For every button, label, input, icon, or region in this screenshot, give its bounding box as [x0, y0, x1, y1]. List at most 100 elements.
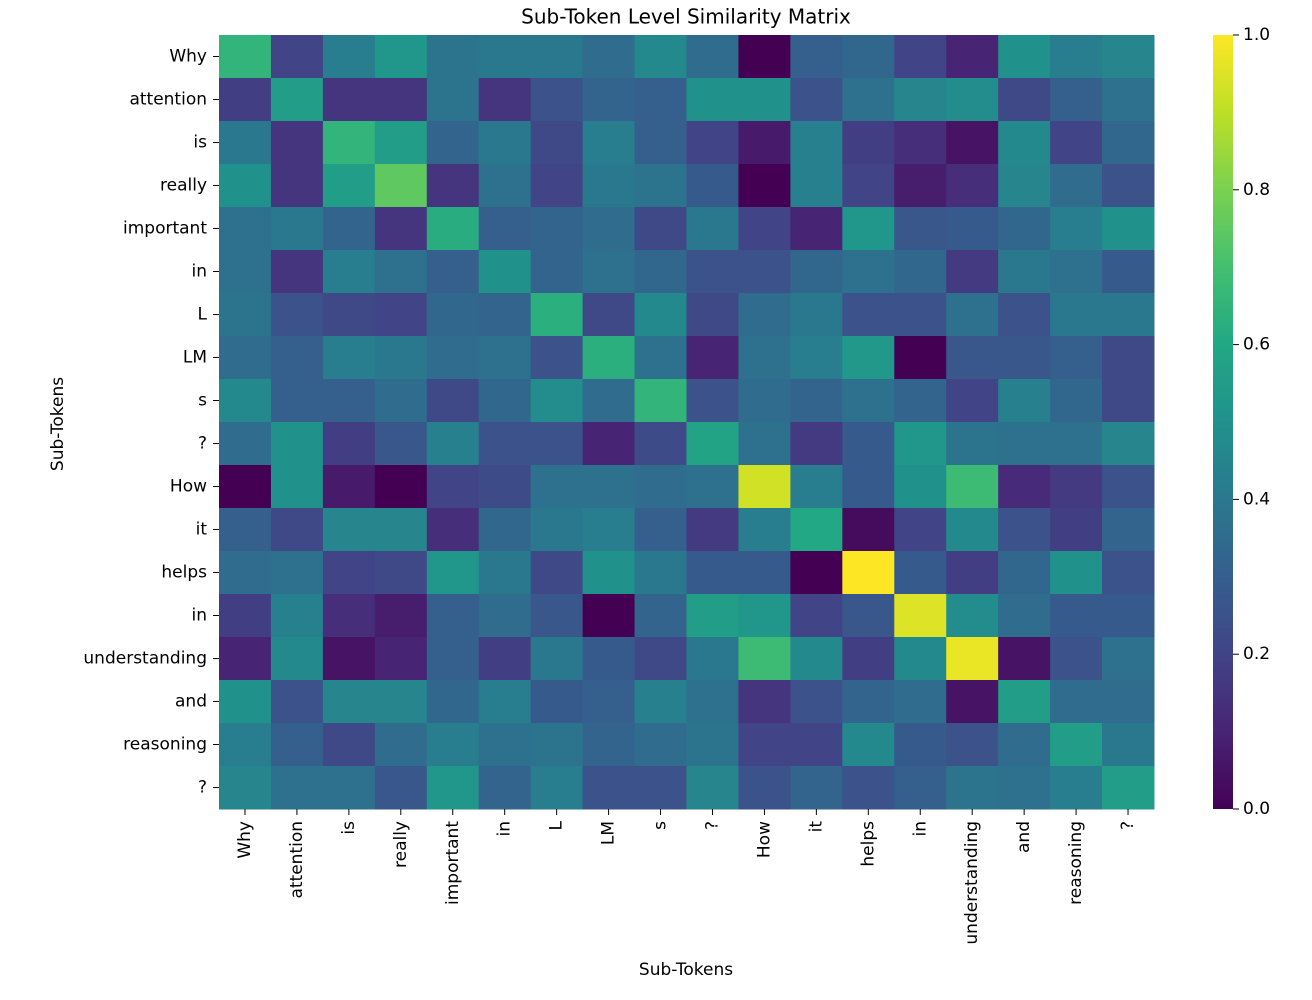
- heatmap-cell: [478, 121, 532, 165]
- heatmap-cell: [790, 680, 843, 724]
- heatmap-cell: [894, 508, 947, 552]
- heatmap-cell: [1102, 637, 1155, 681]
- x-axis-label: Sub-Tokens: [639, 960, 733, 980]
- heatmap-cell: [426, 422, 480, 466]
- heatmap-cell: [998, 766, 1051, 810]
- y-tick-label: How: [170, 477, 207, 497]
- heatmap-cell: [634, 551, 687, 595]
- heatmap-cell: [270, 637, 324, 681]
- heatmap-cell: [1102, 723, 1155, 767]
- heatmap-cell: [790, 637, 843, 681]
- heatmap-cell: [1102, 551, 1155, 595]
- heatmap-cell: [270, 78, 324, 122]
- heatmap-cell: [270, 379, 324, 423]
- heatmap-cell: [1050, 379, 1103, 423]
- heatmap-cell: [478, 637, 532, 681]
- heatmap-cell: [426, 207, 480, 251]
- heatmap-cell: [374, 164, 428, 208]
- heatmap-cell: [219, 250, 272, 294]
- heatmap-cell: [634, 164, 687, 208]
- heatmap-cell: [1102, 766, 1155, 810]
- heatmap-cell: [374, 336, 428, 380]
- heatmap-cell: [946, 250, 999, 294]
- heatmap-cell: [322, 508, 376, 552]
- y-tick-label: important: [123, 219, 207, 239]
- heatmap-cell: [946, 379, 999, 423]
- heatmap-cell: [582, 723, 636, 767]
- heatmap-cell: [1050, 121, 1103, 165]
- heatmap-cell: [946, 766, 999, 810]
- heatmap-cell: [530, 465, 584, 509]
- heatmap-cell: [998, 121, 1051, 165]
- heatmap-cell: [634, 293, 687, 337]
- x-tick-label: understanding: [962, 821, 982, 945]
- heatmap-cell: [322, 121, 376, 165]
- heatmap-cell: [1050, 680, 1103, 724]
- heatmap-cell: [374, 250, 428, 294]
- heatmap-cell: [842, 164, 895, 208]
- heatmap-cell: [686, 164, 739, 208]
- heatmap-cell: [738, 379, 791, 423]
- heatmap-cell: [946, 336, 999, 380]
- heatmap-cell: [530, 551, 584, 595]
- heatmap-cell: [478, 551, 532, 595]
- heatmap-cell: [530, 766, 584, 810]
- heatmap-cell: [582, 766, 636, 810]
- heatmap-cell: [998, 422, 1051, 466]
- x-tick-label: How: [754, 821, 774, 858]
- heatmap-cell: [270, 723, 324, 767]
- x-tick-label: important: [443, 821, 463, 905]
- heatmap-cell: [1050, 250, 1103, 294]
- heatmap-cell: [219, 336, 272, 380]
- heatmap-cell: [998, 35, 1051, 79]
- heatmap-cell: [998, 164, 1051, 208]
- heatmap-cell: [634, 336, 687, 380]
- heatmap-cell: [894, 379, 947, 423]
- x-tick-label: really: [391, 821, 411, 868]
- heatmap-cell: [530, 207, 584, 251]
- heatmap-cell: [374, 680, 428, 724]
- heatmap-cell: [478, 766, 532, 810]
- y-axis-label: Sub-Tokens: [48, 377, 68, 471]
- heatmap-cell: [374, 35, 428, 79]
- x-tick-label: helps: [858, 821, 878, 867]
- heatmap-cell: [426, 723, 480, 767]
- heatmap-cell: [270, 594, 324, 638]
- heatmap-cell: [374, 766, 428, 810]
- heatmap-cell: [946, 293, 999, 337]
- heatmap-cell: [478, 35, 532, 79]
- heatmap-cell: [738, 594, 791, 638]
- heatmap-cell: [790, 465, 843, 509]
- heatmap-cell: [219, 78, 272, 122]
- heatmap-cell: [478, 250, 532, 294]
- heatmap-cell: [426, 379, 480, 423]
- heatmap-cell: [738, 766, 791, 810]
- heatmap-cell: [374, 594, 428, 638]
- heatmap-cell: [946, 723, 999, 767]
- x-tick-label: Why: [235, 821, 255, 859]
- heatmap-cell: [582, 293, 636, 337]
- heatmap-cell: [842, 35, 895, 79]
- heatmap-cell: [270, 766, 324, 810]
- x-tick-label: L: [547, 820, 567, 830]
- heatmap-cell: [530, 336, 584, 380]
- heatmap-cell: [1102, 680, 1155, 724]
- heatmap-cell: [1102, 35, 1155, 79]
- heatmap-cell: [686, 207, 739, 251]
- heatmap-cell: [634, 379, 687, 423]
- heatmap-cell: [322, 379, 376, 423]
- heatmap-cell: [634, 594, 687, 638]
- heatmap-cell: [530, 508, 584, 552]
- heatmap-cell: [426, 121, 480, 165]
- heatmap-cell: [1050, 766, 1103, 810]
- y-tick-label: reasoning: [123, 735, 207, 755]
- heatmap-cell: [738, 78, 791, 122]
- heatmap-cell: [894, 680, 947, 724]
- heatmap-cell: [219, 594, 272, 638]
- heatmap-cell: [478, 723, 532, 767]
- heatmap-cell: [374, 293, 428, 337]
- heatmap-cell: [374, 551, 428, 595]
- heatmap-cell: [582, 637, 636, 681]
- heatmap-cell: [582, 551, 636, 595]
- heatmap-cell: [530, 35, 584, 79]
